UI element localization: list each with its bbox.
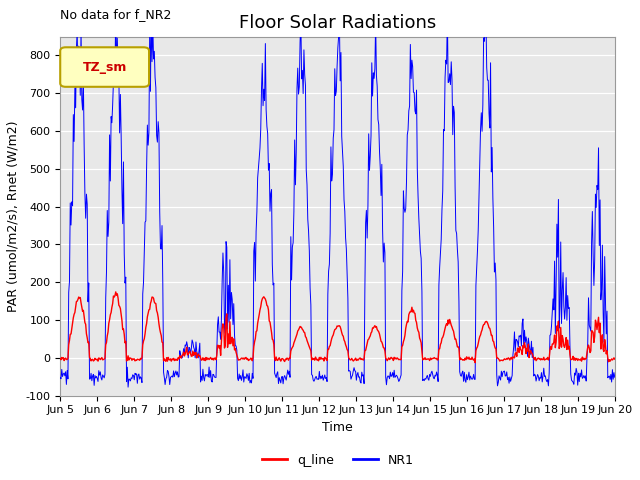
NR1 [124, 384, 132, 390]
NR1 [406, 42, 414, 48]
NR1 [181, 342, 189, 348]
Y-axis label: PAR (umol/m2/s), Rnet (W/m2): PAR (umol/m2/s), Rnet (W/m2) [7, 120, 20, 312]
NR1 [211, 374, 218, 380]
NR1 [422, 374, 430, 380]
NR1 [56, 375, 64, 381]
Title: Floor Solar Radiations: Floor Solar Radiations [239, 14, 436, 32]
q_line [67, 331, 74, 337]
NR1 [112, 0, 120, 1]
q_line [180, 353, 188, 359]
NR1 [611, 374, 619, 380]
q_line [112, 289, 120, 295]
q_line [406, 310, 413, 315]
Text: TZ_sm: TZ_sm [83, 60, 127, 73]
NR1 [125, 376, 132, 382]
q_line [124, 353, 132, 359]
q_line [56, 356, 64, 361]
Text: No data for f_NR2: No data for f_NR2 [60, 8, 172, 21]
FancyBboxPatch shape [60, 48, 149, 87]
Line: q_line: q_line [60, 292, 615, 363]
NR1 [67, 200, 74, 206]
q_line [210, 357, 218, 363]
q_line [611, 356, 619, 362]
q_line [471, 360, 479, 366]
Legend: q_line, NR1: q_line, NR1 [257, 449, 419, 472]
Line: NR1: NR1 [60, 0, 615, 387]
X-axis label: Time: Time [323, 421, 353, 434]
q_line [422, 357, 429, 362]
